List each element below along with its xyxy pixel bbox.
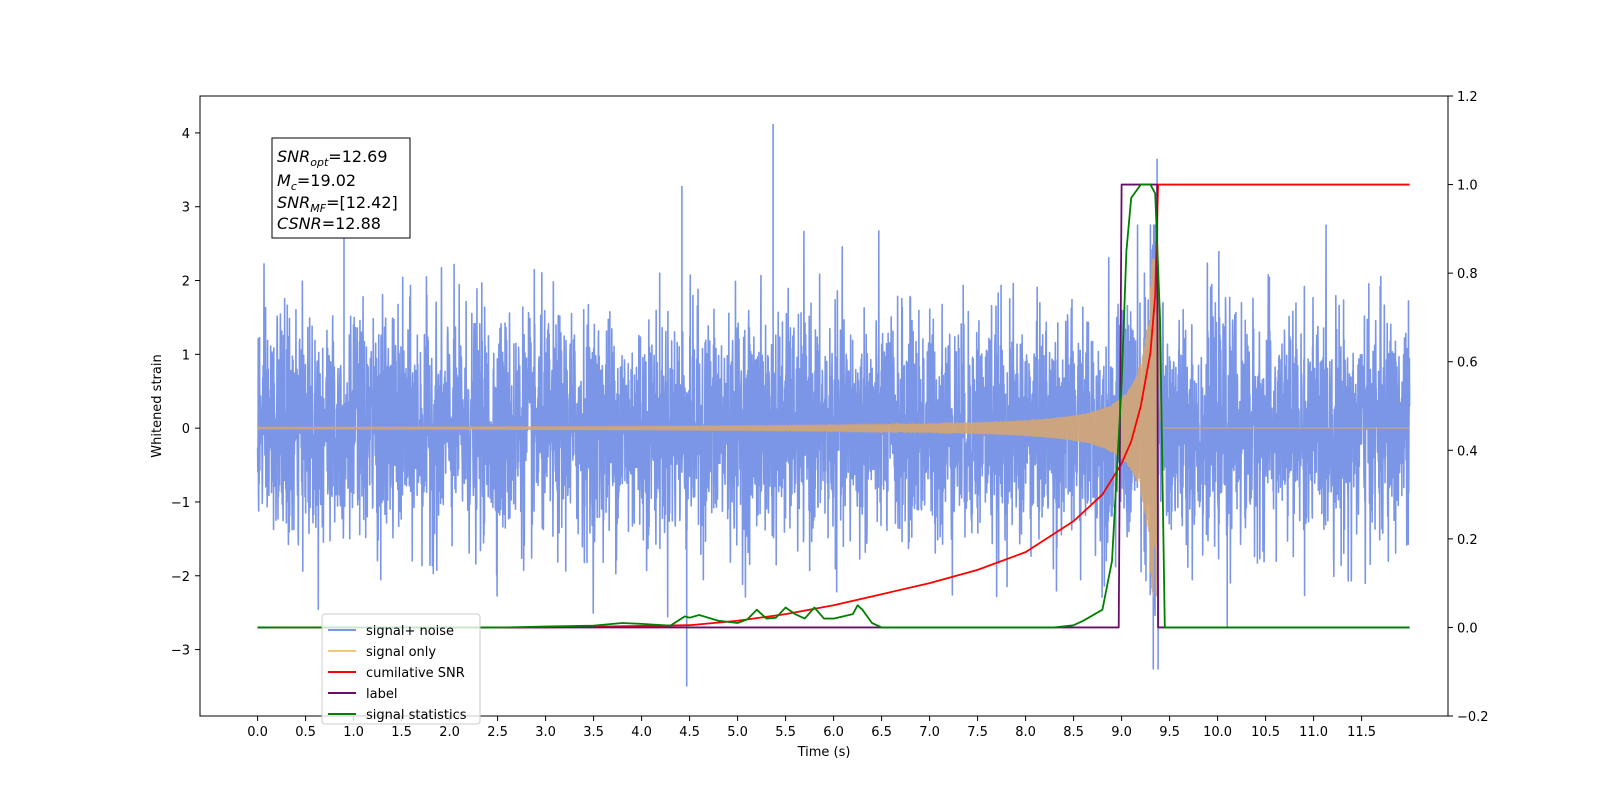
y-axis-left: −3 −2 −1 0 1 2 3 4 [171,127,200,659]
annotation-snr-opt: SNRopt=12.69 [277,147,388,169]
x-tick-label: 3.0 [535,725,556,740]
y2-tick-label: 1.2 [1457,90,1478,105]
annotation-snr-mf: SNRMF=[12.42] [277,193,398,215]
legend-box [321,613,481,725]
y2-tick-label: 0.0 [1457,621,1478,636]
y2-tick-label: −0.2 [1457,710,1489,725]
y2-tick-label: 0.4 [1457,444,1478,459]
x-tick-label: 6.0 [823,725,844,740]
x-tick-label: 6.5 [871,725,892,740]
x-tick-label: 4.5 [679,725,700,740]
x-tick-label: 9.0 [1111,725,1132,740]
x-tick-label: 7.0 [919,725,940,740]
y-tick-label: −3 [171,644,190,659]
x-tick-label: 1.0 [343,725,364,740]
legend-label: cumilative SNR [366,666,465,681]
x-tick-label: 0.5 [295,725,316,740]
x-tick-label: 10.0 [1203,725,1232,740]
x-tick-label: 5.5 [775,725,796,740]
x-tick-label: 1.5 [391,725,412,740]
x-tick-label: 11.0 [1299,725,1328,740]
x-tick-label: 8.5 [1063,725,1084,740]
legend-label: signal+ noise [366,624,454,639]
x-tick-label: 0.0 [247,725,268,740]
x-tick-label: 7.5 [967,725,988,740]
y-tick-label: −2 [171,570,190,585]
x-tick-label: 2.5 [487,725,508,740]
legend-label: signal statistics [366,708,467,723]
x-tick-label: 5.0 [727,725,748,740]
legend-label: label [366,687,397,702]
y-axis-right: −0.2 0.0 0.2 0.4 0.6 0.8 1.0 1.2 [1448,90,1489,725]
series-layer [256,124,1411,687]
x-axis-title: Time (s) [797,745,851,760]
x-tick-label: 4.0 [631,725,652,740]
series-signal-statistics [257,183,1410,629]
y2-tick-label: 0.2 [1457,533,1478,548]
x-tick-label: 3.5 [583,725,604,740]
y-tick-label: 3 [182,201,190,216]
y-tick-label: −1 [171,496,190,511]
y-tick-label: 1 [182,348,190,363]
plot-frame [199,95,1449,717]
x-axis: 0.0 0.5 1.0 1.5 2.0 2.5 3.0 3.5 4.0 4.5 5.0 5.5 6.0 6… [247,716,1376,740]
stats-annotation-box [271,137,411,239]
x-tick-label: 11.5 [1347,725,1376,740]
y-axis-title: Whitened strain [150,354,165,457]
x-tick-label: 9.5 [1159,725,1180,740]
legend-label: signal only [366,645,436,660]
y-tick-label: 2 [182,275,190,290]
y-tick-label: 4 [182,127,190,142]
series-signal-only [257,258,1410,598]
annotation-csnr: CSNR=12.88 [277,214,381,233]
y2-tick-label: 0.6 [1457,356,1478,371]
y2-tick-label: 0.8 [1457,267,1478,282]
y-tick-label: 0 [182,422,190,437]
x-tick-label: 2.0 [439,725,460,740]
annotation-mc: Mc=19.02 [277,171,356,193]
stats-annotation: SNRopt=12.69 Mc=19.02 SNRMF=[12.42] CSNR… [271,137,411,239]
legend: signal+ noise signal only cumilative SNR la… [321,613,481,725]
x-tick-label: 8.0 [1015,725,1036,740]
x-tick-label: 10.5 [1251,725,1280,740]
y2-tick-label: 1.0 [1457,179,1478,194]
